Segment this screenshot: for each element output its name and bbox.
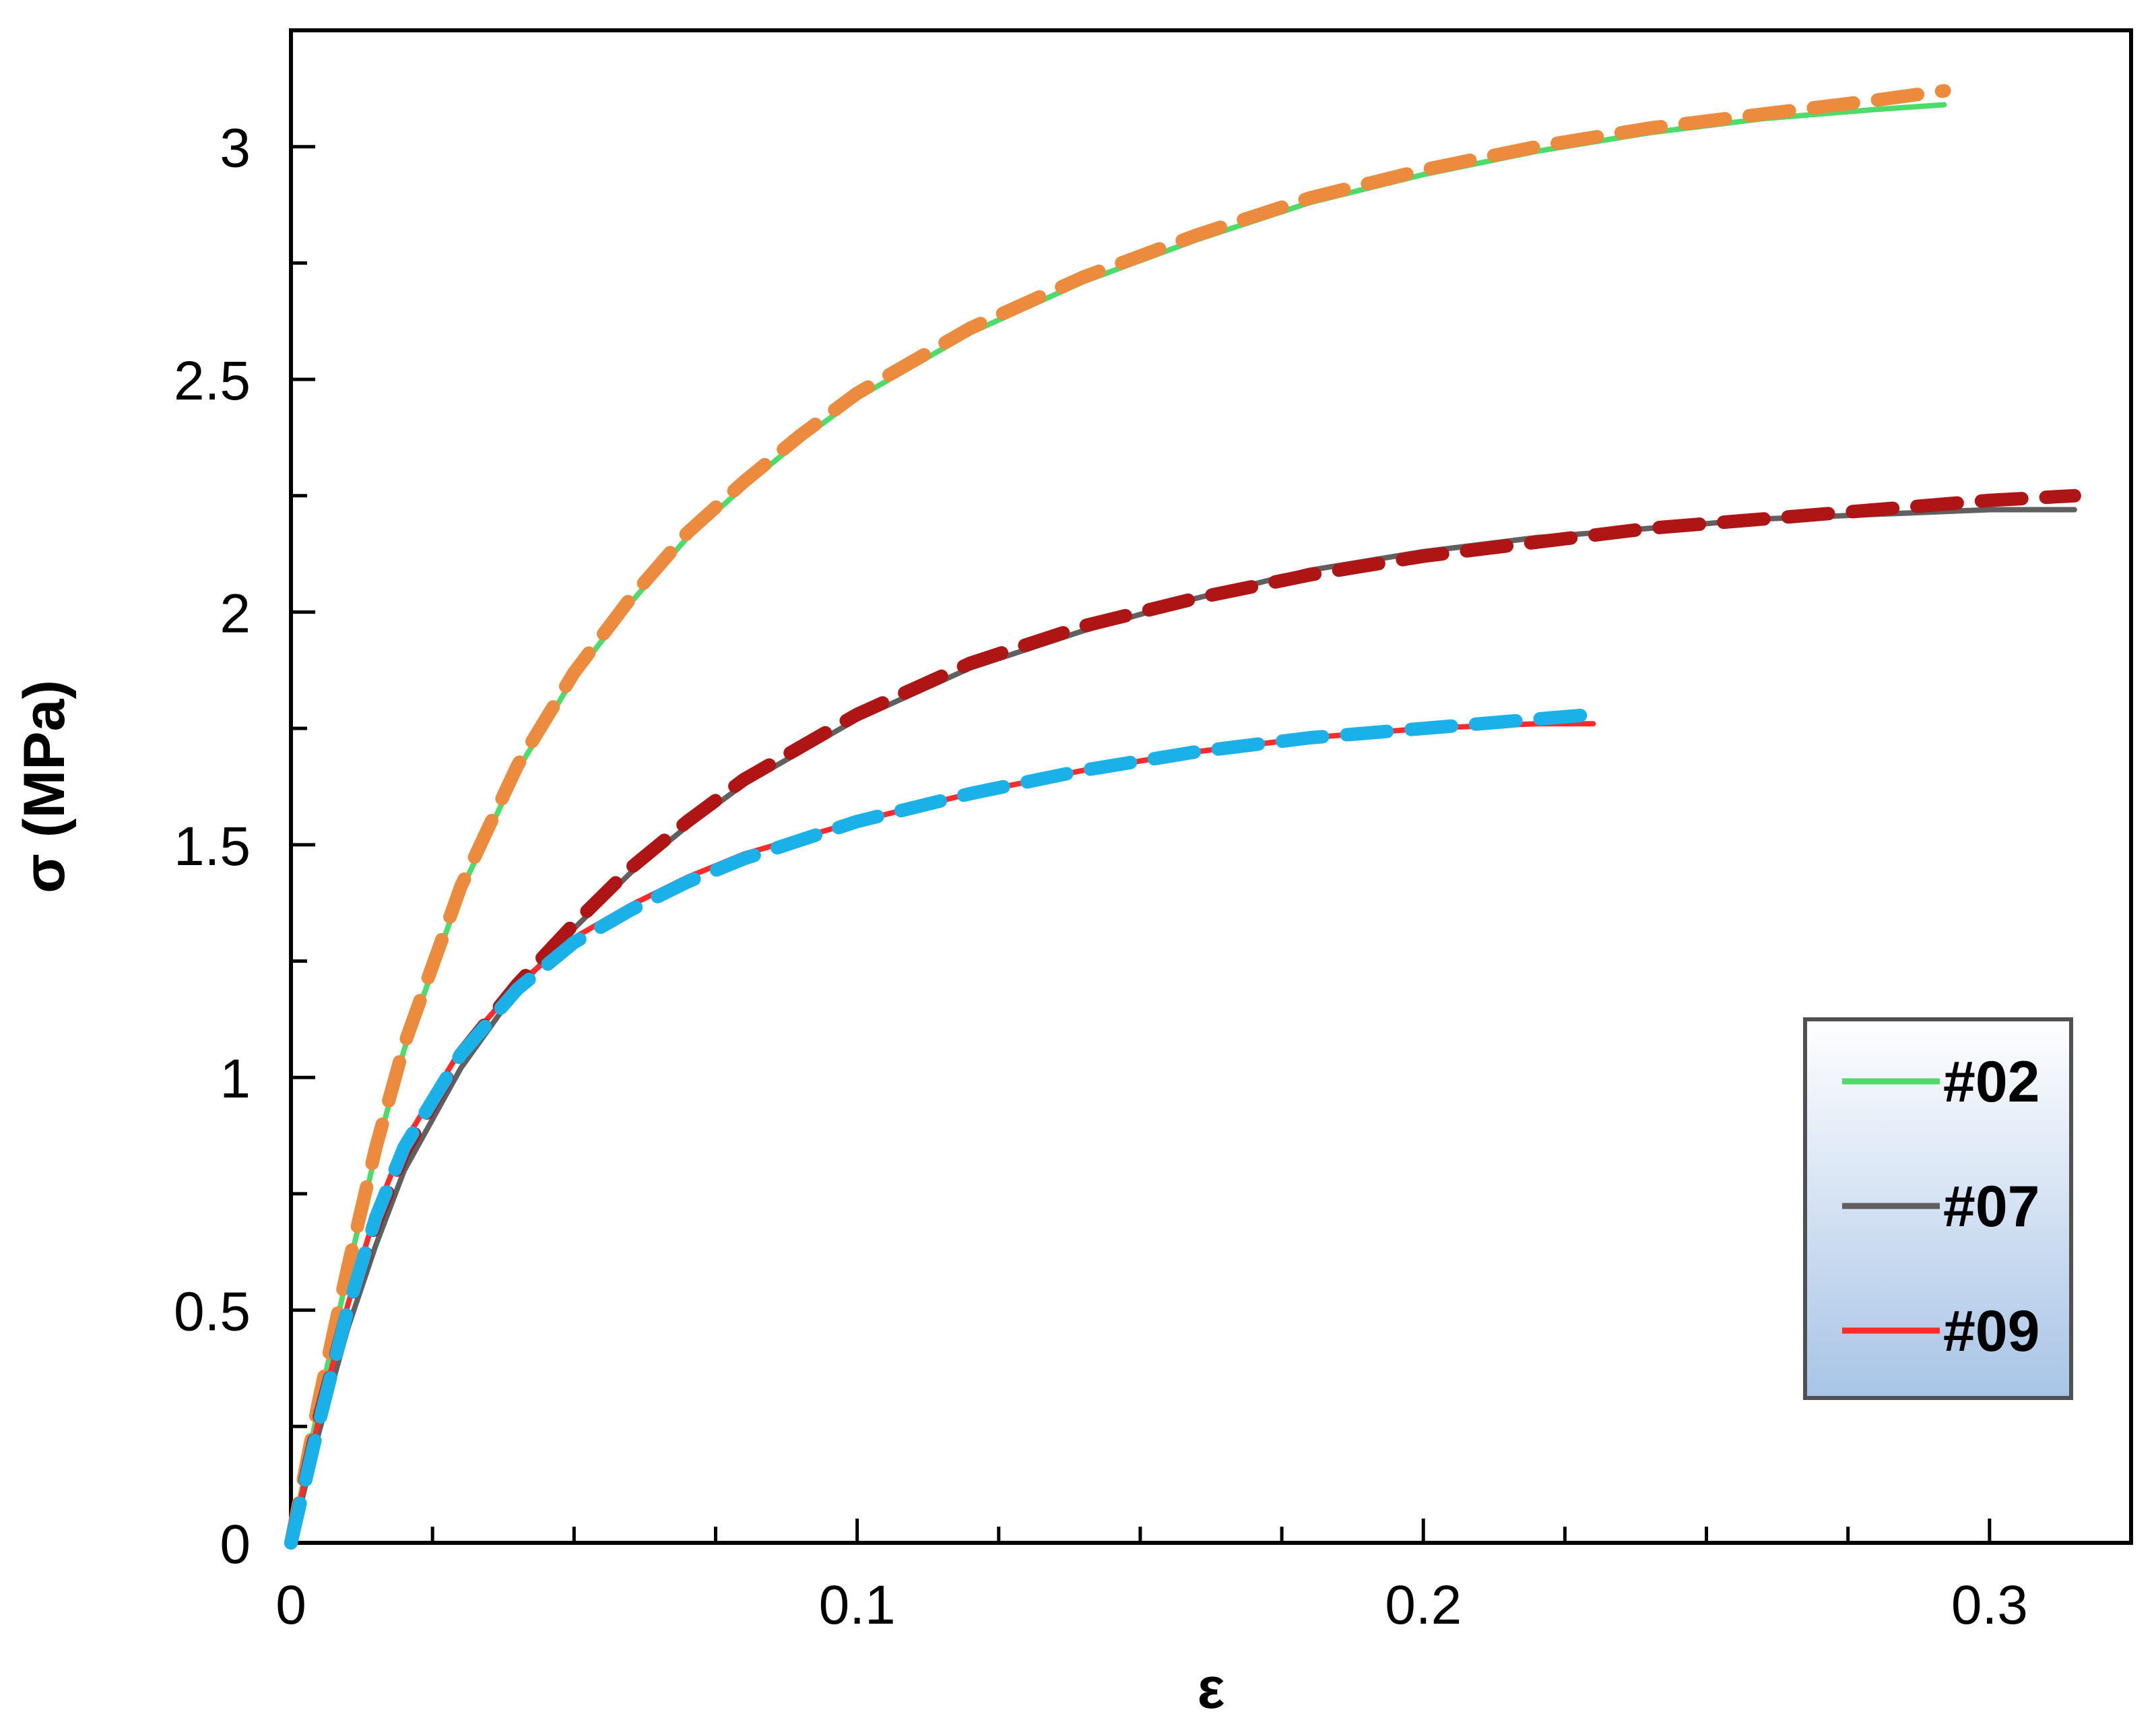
series-line-02: [288, 102, 1947, 1546]
y-tick-label: 0.5: [174, 1281, 251, 1343]
x-tick-label: 0.2: [1385, 1574, 1462, 1636]
axis-tick-labels: 0 0.1 0.2 0.3 0 0.5 1 1.5 2 2.5 3: [174, 118, 2028, 1636]
series-line-02-fit: [284, 84, 1951, 1550]
y-tick-label: 0: [220, 1514, 251, 1575]
y-tick-label: 1: [220, 1048, 251, 1110]
axis-ticks: [289, 28, 2133, 1545]
series-lines: [284, 84, 2081, 1550]
legend-label: #07: [1943, 1174, 2040, 1239]
plot-frame: [289, 28, 2133, 1545]
y-tick-label: 2.5: [174, 350, 251, 412]
y-tick-label: 3: [220, 118, 251, 179]
y-tick-label: 2: [220, 583, 251, 644]
series-line-09-fit: [284, 707, 1600, 1550]
legend-label: #02: [1943, 1050, 2040, 1114]
legend: #02 #07 #09: [1803, 1017, 2073, 1400]
y-axis-title: σ (MPa): [12, 680, 77, 893]
x-tick-label: 0.3: [1951, 1574, 2028, 1636]
plot-area: [289, 28, 2133, 1545]
legend-label: #09: [1943, 1299, 2040, 1364]
x-tick-label: 0: [275, 1574, 306, 1636]
y-tick-label: 1.5: [174, 816, 251, 877]
x-tick-label: 0.1: [819, 1574, 896, 1636]
x-axis-title: ε: [1198, 1656, 1225, 1718]
